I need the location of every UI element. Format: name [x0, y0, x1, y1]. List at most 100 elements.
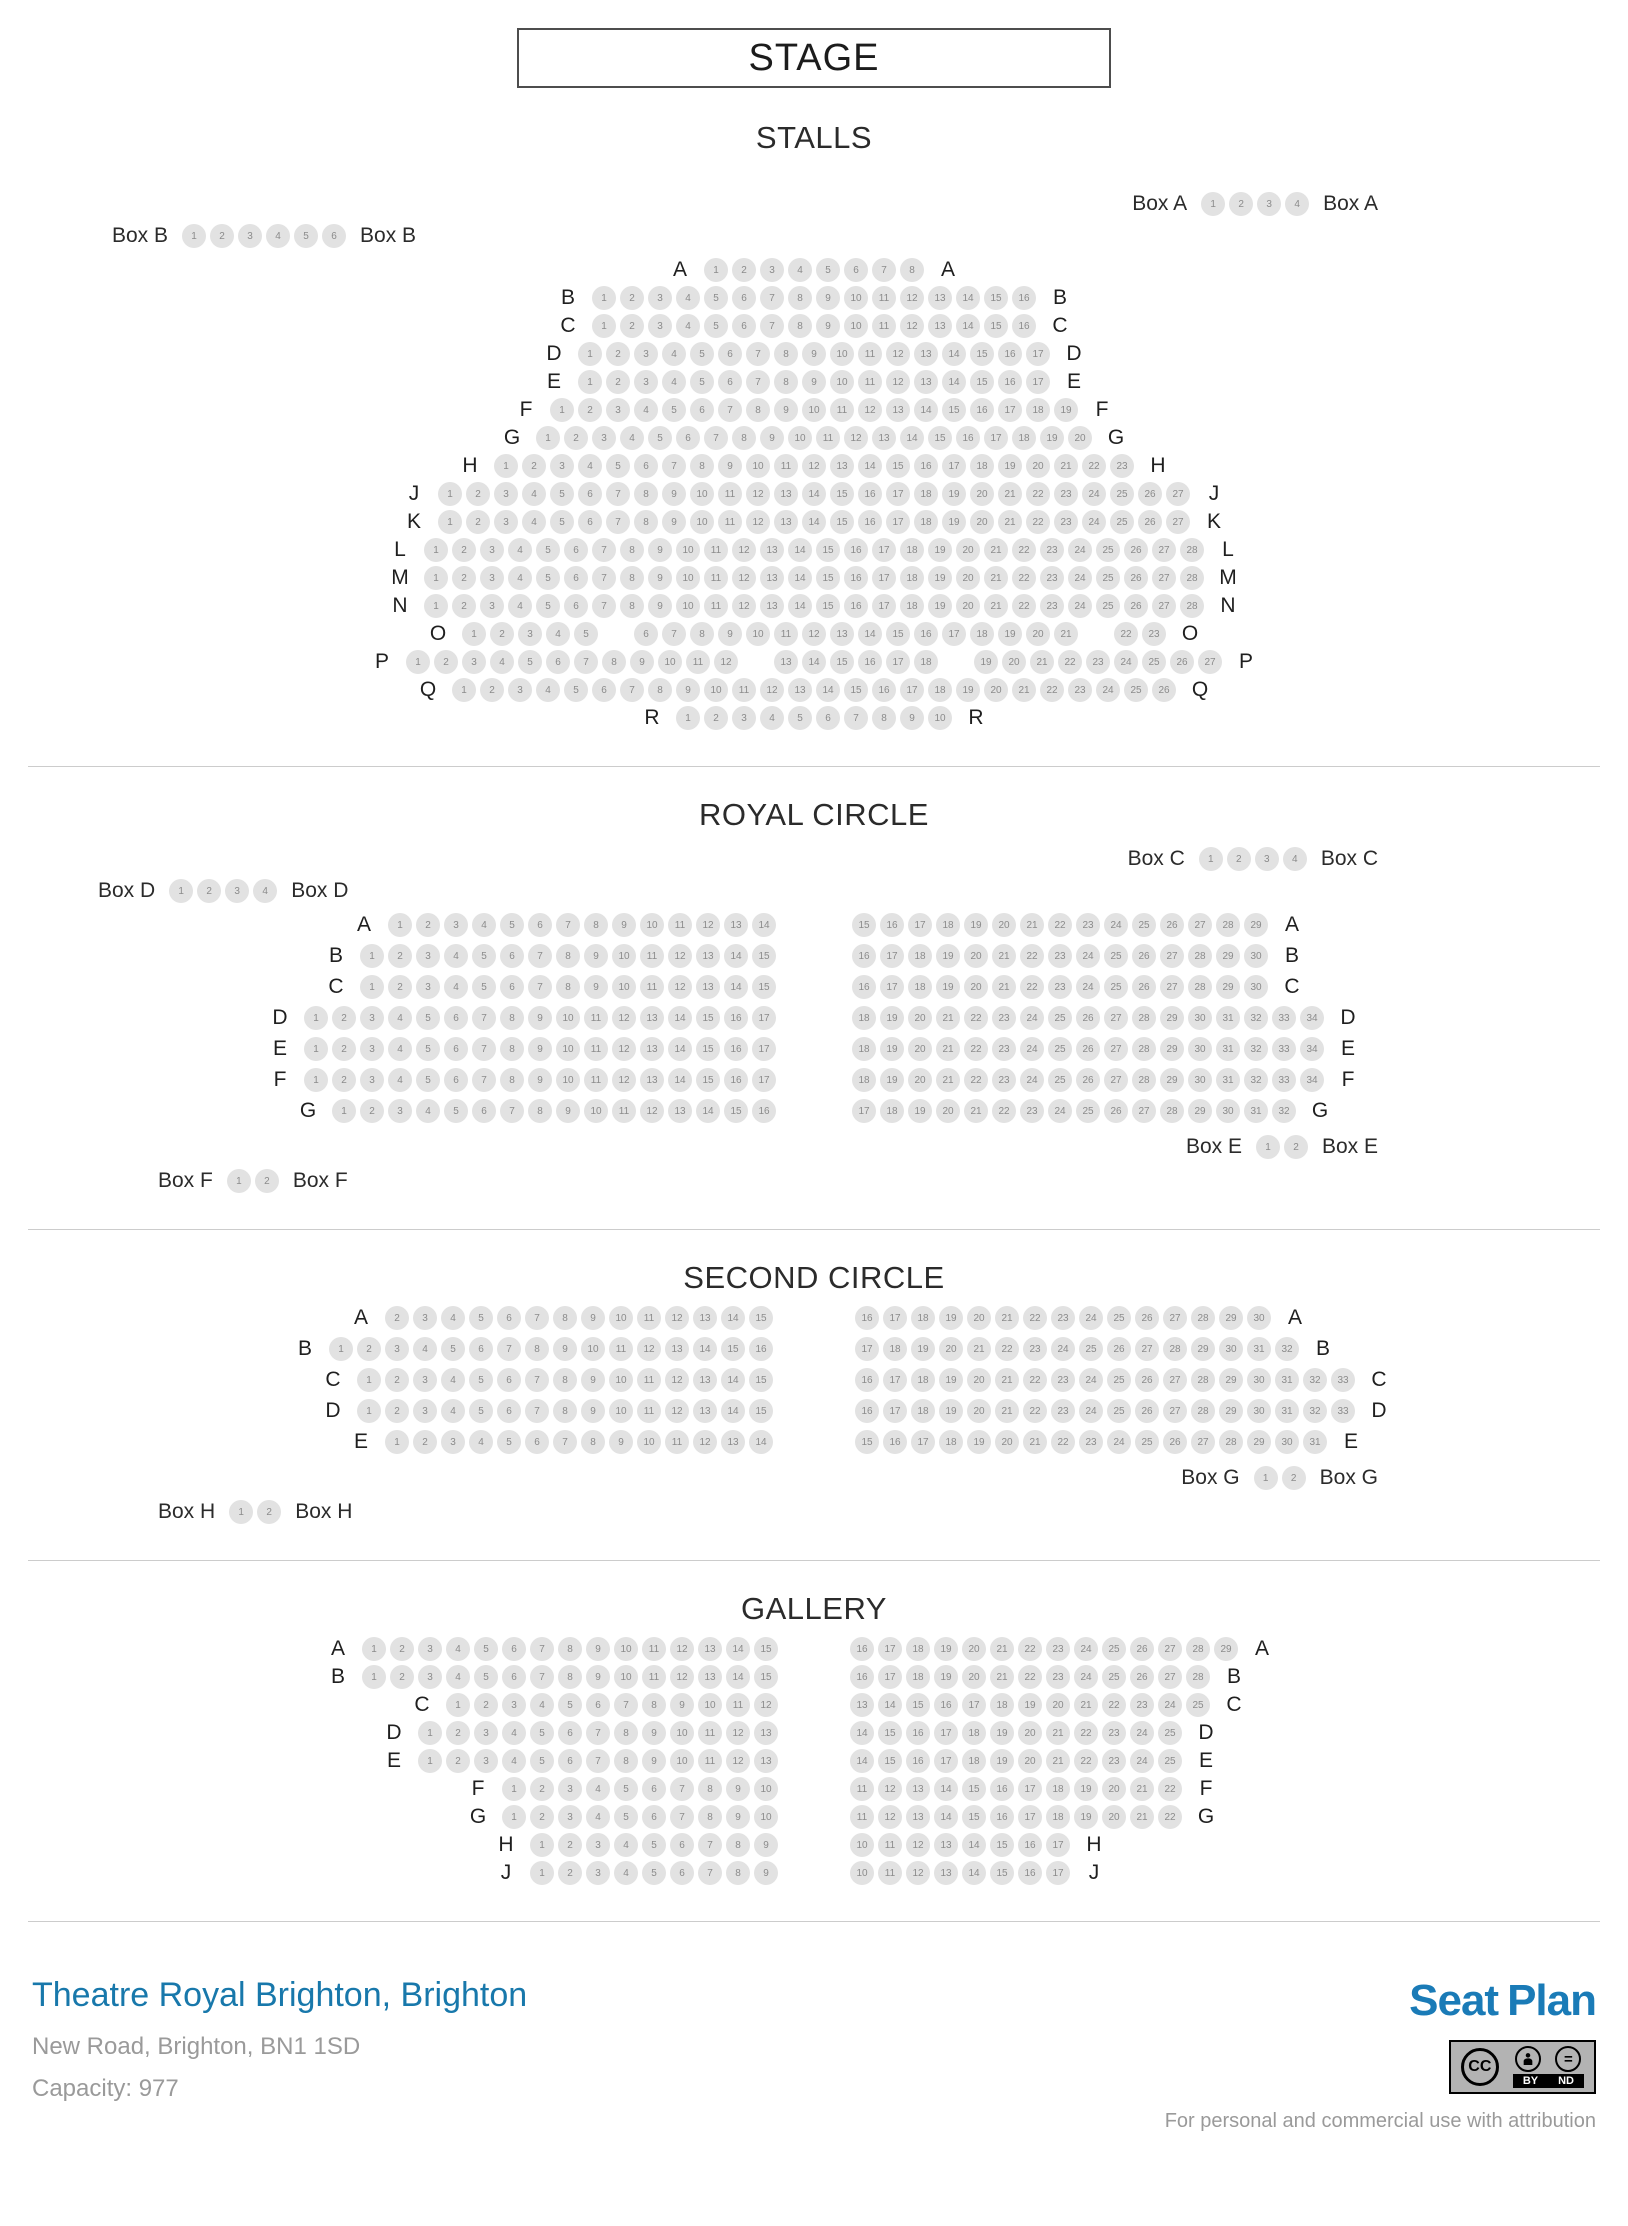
seat[interactable]: 20 — [1102, 1777, 1126, 1801]
seat[interactable]: 1 — [332, 1099, 356, 1123]
seat[interactable]: 16 — [724, 1006, 748, 1030]
seat[interactable]: 20 — [970, 510, 994, 534]
seat[interactable]: 9 — [630, 650, 654, 674]
seat[interactable]: 25 — [1096, 538, 1120, 562]
seat[interactable]: 25 — [1048, 1068, 1072, 1092]
seat[interactable]: 11 — [872, 314, 896, 338]
seat[interactable]: 22 — [1012, 594, 1036, 618]
seat[interactable]: 23 — [1086, 650, 1110, 674]
seat[interactable]: 16 — [752, 1099, 776, 1123]
seat[interactable]: 18 — [908, 944, 932, 968]
seat[interactable]: 14 — [934, 1777, 958, 1801]
seat[interactable]: 3 — [474, 1749, 498, 1773]
seat[interactable]: 3 — [360, 1068, 384, 1092]
seat[interactable]: 9 — [774, 398, 798, 422]
seat[interactable]: 5 — [574, 622, 598, 646]
seat[interactable]: 8 — [690, 622, 714, 646]
seat[interactable]: 15 — [886, 454, 910, 478]
seat[interactable]: 8 — [556, 975, 580, 999]
seat[interactable]: 2 — [452, 566, 476, 590]
seat[interactable]: 13 — [696, 975, 720, 999]
seat[interactable]: 23 — [1051, 1368, 1075, 1392]
seat[interactable]: 10 — [676, 538, 700, 562]
seat[interactable]: 10 — [844, 314, 868, 338]
seat[interactable]: 4 — [536, 678, 560, 702]
seat[interactable]: 20 — [936, 1099, 960, 1123]
seat[interactable]: 7 — [620, 678, 644, 702]
seat[interactable]: 12 — [665, 1399, 689, 1423]
seat[interactable]: 6 — [670, 1833, 694, 1857]
seat[interactable]: 14 — [802, 510, 826, 534]
seat[interactable]: 10 — [556, 1068, 580, 1092]
seat[interactable]: 12 — [668, 944, 692, 968]
seat[interactable]: 1 — [418, 1749, 442, 1773]
seat[interactable]: 16 — [872, 678, 896, 702]
seat[interactable]: 19 — [990, 1721, 1014, 1745]
seat[interactable]: 20 — [939, 1337, 963, 1361]
seat[interactable]: 18 — [852, 1006, 876, 1030]
seat[interactable]: 9 — [802, 370, 826, 394]
cc-license-badge[interactable]: CC = BY ND — [1448, 2040, 1596, 2094]
seat[interactable]: 26 — [1076, 1068, 1100, 1092]
seat[interactable]: 16 — [1018, 1861, 1042, 1885]
seat[interactable]: 7 — [525, 1306, 549, 1330]
seat[interactable]: 9 — [609, 1430, 633, 1454]
seat[interactable]: 25 — [1132, 913, 1156, 937]
seat[interactable]: 2 — [558, 1861, 582, 1885]
seat[interactable]: 26 — [1124, 566, 1148, 590]
seat[interactable]: 18 — [1026, 398, 1050, 422]
seat[interactable]: 22 — [1114, 622, 1138, 646]
seat[interactable]: 23 — [992, 1006, 1016, 1030]
seat[interactable]: 13 — [830, 622, 854, 646]
seat[interactable]: 7 — [662, 454, 686, 478]
seat[interactable]: 13 — [886, 398, 910, 422]
seat[interactable]: 13 — [754, 1749, 778, 1773]
seat[interactable]: 21 — [998, 482, 1022, 506]
seat[interactable]: 23 — [1068, 678, 1092, 702]
seat[interactable]: 1 — [438, 510, 462, 534]
seat[interactable]: 13 — [693, 1399, 717, 1423]
seat[interactable]: 6 — [634, 454, 658, 478]
seat[interactable]: 4 — [469, 1430, 493, 1454]
seat[interactable]: 23 — [1054, 510, 1078, 534]
seat[interactable]: 5 — [550, 482, 574, 506]
seat[interactable]: 16 — [855, 1306, 879, 1330]
seat[interactable]: 26 — [1124, 594, 1148, 618]
seat[interactable]: 30 — [1219, 1337, 1243, 1361]
seat[interactable]: 3 — [634, 370, 658, 394]
seat[interactable]: 19 — [939, 1399, 963, 1423]
seat[interactable]: 13 — [640, 1006, 664, 1030]
seat[interactable]: 1 — [462, 622, 486, 646]
seat[interactable]: 23 — [1102, 1721, 1126, 1745]
seat[interactable]: 15 — [852, 913, 876, 937]
seat[interactable]: 11 — [726, 1693, 750, 1717]
seat[interactable]: 11 — [704, 566, 728, 590]
seat[interactable]: 16 — [990, 1777, 1014, 1801]
seat[interactable]: 12 — [754, 1693, 778, 1717]
seat[interactable]: 34 — [1300, 1037, 1324, 1061]
seat[interactable]: 17 — [752, 1037, 776, 1061]
seat[interactable]: 19 — [934, 1665, 958, 1689]
seat[interactable]: 5 — [472, 975, 496, 999]
seat[interactable]: 1 — [550, 398, 574, 422]
seat[interactable]: 21 — [984, 538, 1008, 562]
seat[interactable]: 13 — [760, 566, 784, 590]
seat[interactable]: 4 — [1285, 192, 1310, 216]
seat[interactable]: 12 — [886, 342, 910, 366]
seat[interactable]: 15 — [816, 538, 840, 562]
seat[interactable]: 18 — [906, 1665, 930, 1689]
seat[interactable]: 23 — [1046, 1665, 1070, 1689]
seat[interactable]: 1 — [424, 594, 448, 618]
seat[interactable]: 30 — [1188, 1068, 1212, 1092]
seat[interactable]: 15 — [816, 594, 840, 618]
seat[interactable]: 9 — [528, 1037, 552, 1061]
seat[interactable]: 11 — [642, 1665, 666, 1689]
seat[interactable]: 1 — [362, 1637, 386, 1661]
seat[interactable]: 29 — [1247, 1430, 1271, 1454]
seat[interactable]: 21 — [1074, 1693, 1098, 1717]
seat[interactable]: 22 — [1012, 566, 1036, 590]
seat[interactable]: 3 — [648, 314, 672, 338]
seat[interactable]: 23 — [1079, 1430, 1103, 1454]
seat[interactable]: 9 — [662, 482, 686, 506]
seat[interactable]: 6 — [497, 1306, 521, 1330]
